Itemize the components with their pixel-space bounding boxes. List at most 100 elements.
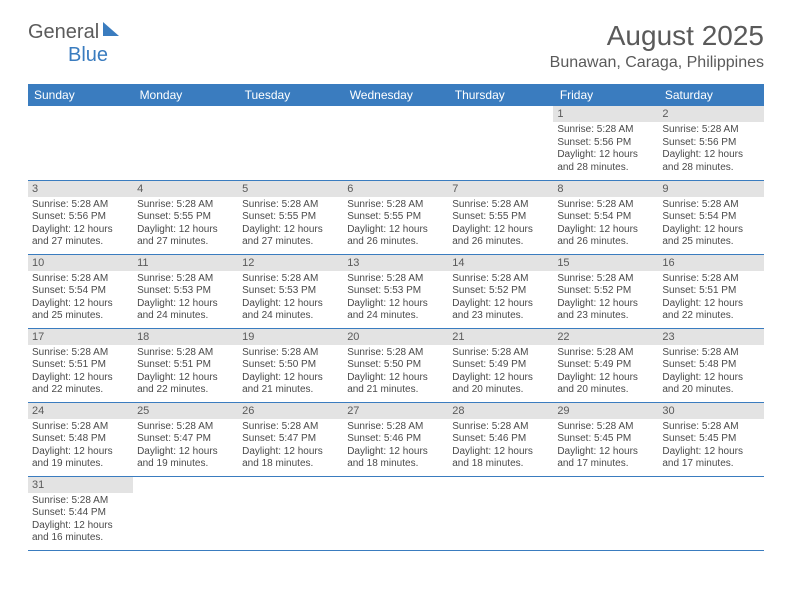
day-content: Sunrise: 5:28 AMSunset: 5:56 PMDaylight:… xyxy=(658,122,763,176)
day-content-line: Sunrise: 5:28 AM xyxy=(137,273,234,286)
day-number xyxy=(343,106,448,122)
calendar-cell: 15Sunrise: 5:28 AMSunset: 5:52 PMDayligh… xyxy=(553,254,658,328)
day-content-line: Daylight: 12 hours xyxy=(662,446,759,459)
weekday-header: Monday xyxy=(133,84,238,106)
day-content-line: Sunset: 5:53 PM xyxy=(347,285,444,298)
day-content-line: and 18 minutes. xyxy=(242,458,339,471)
day-content-line: and 24 minutes. xyxy=(242,310,339,323)
day-content-line: Sunrise: 5:28 AM xyxy=(557,124,654,137)
day-number: 28 xyxy=(448,403,553,419)
day-content-line: and 25 minutes. xyxy=(32,310,129,323)
calendar-cell: 2Sunrise: 5:28 AMSunset: 5:56 PMDaylight… xyxy=(658,106,763,180)
day-content-line: Sunset: 5:55 PM xyxy=(347,211,444,224)
calendar-cell: 16Sunrise: 5:28 AMSunset: 5:51 PMDayligh… xyxy=(658,254,763,328)
day-content-line: Sunset: 5:56 PM xyxy=(662,137,759,150)
day-content-line: Sunset: 5:45 PM xyxy=(662,433,759,446)
day-number xyxy=(448,106,553,122)
day-content xyxy=(343,493,448,497)
day-content-line: Sunrise: 5:28 AM xyxy=(557,273,654,286)
day-number: 12 xyxy=(238,255,343,271)
calendar-cell: 21Sunrise: 5:28 AMSunset: 5:49 PMDayligh… xyxy=(448,328,553,402)
day-content-line: Sunset: 5:50 PM xyxy=(347,359,444,372)
day-content xyxy=(238,122,343,126)
day-content-line: Sunset: 5:53 PM xyxy=(137,285,234,298)
month-title: August 2025 xyxy=(550,20,764,52)
day-content-line: and 26 minutes. xyxy=(452,236,549,249)
day-content: Sunrise: 5:28 AMSunset: 5:53 PMDaylight:… xyxy=(238,271,343,325)
day-content-line: Sunset: 5:52 PM xyxy=(557,285,654,298)
day-content-line: Sunrise: 5:28 AM xyxy=(32,495,129,508)
calendar-header-row: SundayMondayTuesdayWednesdayThursdayFrid… xyxy=(28,84,764,106)
header: GeneralBlue August 2025 Bunawan, Caraga,… xyxy=(28,20,764,72)
calendar-cell xyxy=(553,476,658,550)
day-content-line: Daylight: 12 hours xyxy=(137,372,234,385)
calendar-cell: 26Sunrise: 5:28 AMSunset: 5:47 PMDayligh… xyxy=(238,402,343,476)
day-content-line: and 21 minutes. xyxy=(347,384,444,397)
calendar-cell: 11Sunrise: 5:28 AMSunset: 5:53 PMDayligh… xyxy=(133,254,238,328)
day-content xyxy=(238,493,343,497)
day-content-line: Sunset: 5:54 PM xyxy=(662,211,759,224)
day-content-line: Daylight: 12 hours xyxy=(32,298,129,311)
day-content-line: and 19 minutes. xyxy=(32,458,129,471)
day-number: 29 xyxy=(553,403,658,419)
calendar-cell: 18Sunrise: 5:28 AMSunset: 5:51 PMDayligh… xyxy=(133,328,238,402)
day-content-line: Sunrise: 5:28 AM xyxy=(242,347,339,360)
day-content: Sunrise: 5:28 AMSunset: 5:44 PMDaylight:… xyxy=(28,493,133,547)
calendar-cell: 1Sunrise: 5:28 AMSunset: 5:56 PMDaylight… xyxy=(553,106,658,180)
day-number xyxy=(343,477,448,493)
day-content-line: Sunset: 5:54 PM xyxy=(32,285,129,298)
calendar-cell: 5Sunrise: 5:28 AMSunset: 5:55 PMDaylight… xyxy=(238,180,343,254)
day-content-line: Sunrise: 5:28 AM xyxy=(242,421,339,434)
calendar-week-row: 1Sunrise: 5:28 AMSunset: 5:56 PMDaylight… xyxy=(28,106,764,180)
day-content-line: Sunset: 5:47 PM xyxy=(137,433,234,446)
day-content-line: Daylight: 12 hours xyxy=(32,372,129,385)
day-number: 13 xyxy=(343,255,448,271)
calendar-cell: 28Sunrise: 5:28 AMSunset: 5:46 PMDayligh… xyxy=(448,402,553,476)
day-number: 24 xyxy=(28,403,133,419)
day-number: 3 xyxy=(28,181,133,197)
day-content: Sunrise: 5:28 AMSunset: 5:46 PMDaylight:… xyxy=(448,419,553,473)
day-content: Sunrise: 5:28 AMSunset: 5:52 PMDaylight:… xyxy=(553,271,658,325)
day-content-line: Sunrise: 5:28 AM xyxy=(662,273,759,286)
day-number: 21 xyxy=(448,329,553,345)
day-content-line: and 20 minutes. xyxy=(662,384,759,397)
day-number: 23 xyxy=(658,329,763,345)
day-content-line: and 28 minutes. xyxy=(662,162,759,175)
calendar-cell xyxy=(343,476,448,550)
calendar-week-row: 31Sunrise: 5:28 AMSunset: 5:44 PMDayligh… xyxy=(28,476,764,550)
day-content-line: Sunset: 5:49 PM xyxy=(557,359,654,372)
day-content-line: and 27 minutes. xyxy=(242,236,339,249)
calendar-table: SundayMondayTuesdayWednesdayThursdayFrid… xyxy=(28,84,764,551)
calendar-cell: 23Sunrise: 5:28 AMSunset: 5:48 PMDayligh… xyxy=(658,328,763,402)
day-content-line: and 20 minutes. xyxy=(452,384,549,397)
day-content-line: Sunrise: 5:28 AM xyxy=(557,421,654,434)
day-content-line: Daylight: 12 hours xyxy=(452,446,549,459)
calendar-cell: 10Sunrise: 5:28 AMSunset: 5:54 PMDayligh… xyxy=(28,254,133,328)
day-content xyxy=(658,493,763,497)
day-number: 10 xyxy=(28,255,133,271)
day-content xyxy=(343,122,448,126)
day-content: Sunrise: 5:28 AMSunset: 5:49 PMDaylight:… xyxy=(448,345,553,399)
day-content-line: and 19 minutes. xyxy=(137,458,234,471)
day-content-line: Sunrise: 5:28 AM xyxy=(662,421,759,434)
day-content-line: Sunset: 5:54 PM xyxy=(557,211,654,224)
day-content-line: Sunrise: 5:28 AM xyxy=(347,273,444,286)
calendar-cell: 19Sunrise: 5:28 AMSunset: 5:50 PMDayligh… xyxy=(238,328,343,402)
calendar-cell: 9Sunrise: 5:28 AMSunset: 5:54 PMDaylight… xyxy=(658,180,763,254)
day-content-line: Daylight: 12 hours xyxy=(137,446,234,459)
day-content: Sunrise: 5:28 AMSunset: 5:56 PMDaylight:… xyxy=(553,122,658,176)
day-content-line: Sunset: 5:50 PM xyxy=(242,359,339,372)
calendar-week-row: 10Sunrise: 5:28 AMSunset: 5:54 PMDayligh… xyxy=(28,254,764,328)
calendar-cell xyxy=(343,106,448,180)
day-number: 2 xyxy=(658,106,763,122)
day-content-line: and 22 minutes. xyxy=(662,310,759,323)
day-content-line: Daylight: 12 hours xyxy=(137,224,234,237)
day-content-line: Sunset: 5:56 PM xyxy=(32,211,129,224)
day-content xyxy=(553,493,658,497)
day-number xyxy=(553,477,658,493)
day-content-line: Sunset: 5:48 PM xyxy=(32,433,129,446)
calendar-cell: 7Sunrise: 5:28 AMSunset: 5:55 PMDaylight… xyxy=(448,180,553,254)
day-content-line: Daylight: 12 hours xyxy=(662,298,759,311)
day-content xyxy=(448,493,553,497)
day-content-line: Sunrise: 5:28 AM xyxy=(137,421,234,434)
